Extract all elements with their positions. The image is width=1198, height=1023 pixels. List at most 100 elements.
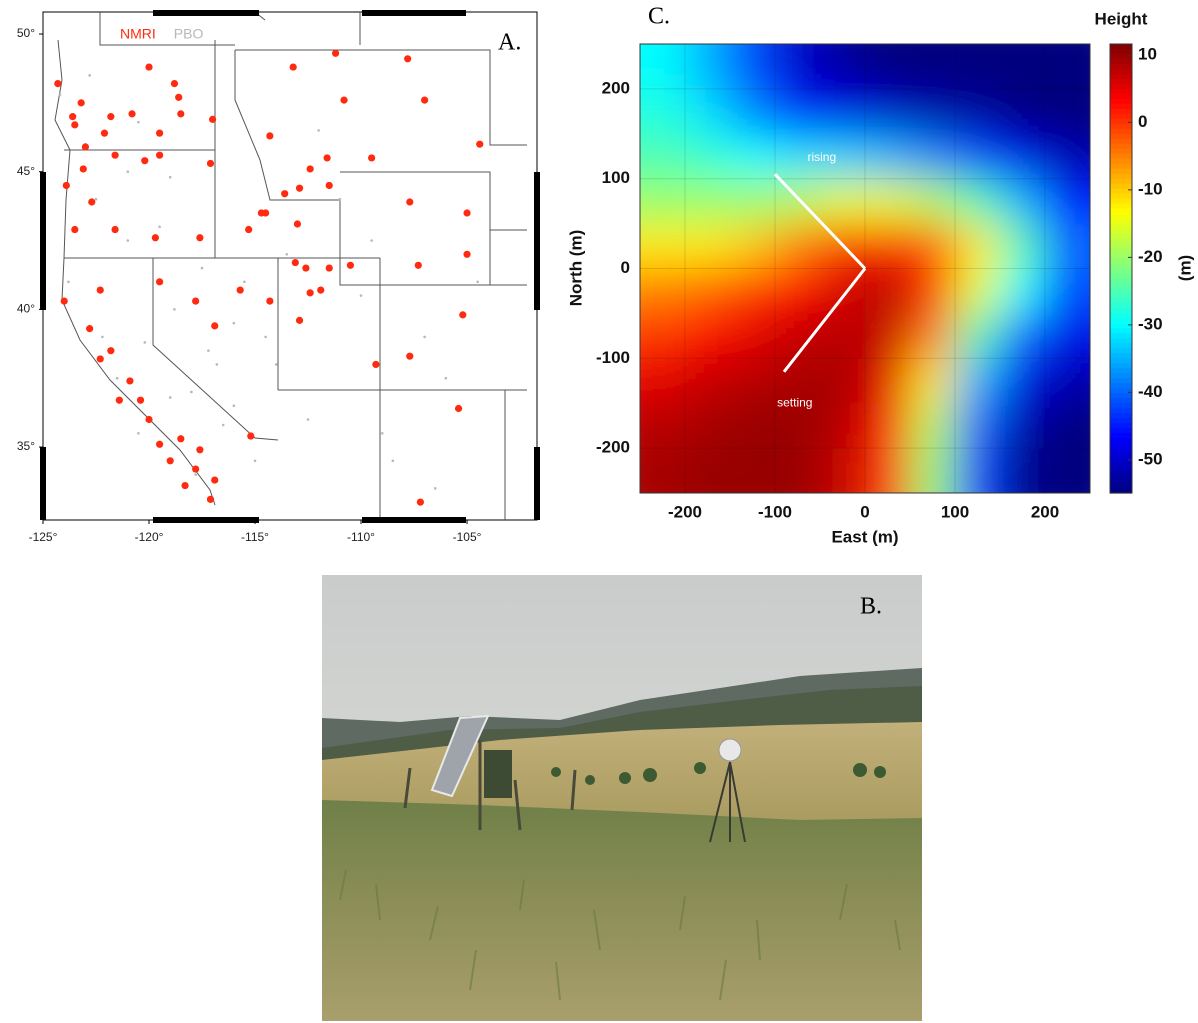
heat-cell [685, 269, 731, 315]
colorbar-step [1110, 288, 1132, 294]
photo: B. [322, 575, 922, 1021]
colorbar-step [1110, 269, 1132, 275]
station-nmri [71, 121, 78, 128]
station-nmri [326, 264, 333, 271]
station-pbo [137, 432, 140, 435]
station-nmri [97, 286, 104, 293]
colorbar-step [1110, 124, 1132, 130]
colorbar-step [1110, 378, 1132, 384]
colorbar-title: Height [1095, 9, 1148, 28]
station-nmri [463, 251, 470, 258]
station-nmri [71, 226, 78, 233]
station-nmri [97, 355, 104, 362]
x-tick-label: -125° [29, 530, 58, 544]
colorbar-tick-label: -20 [1138, 247, 1163, 266]
station-nmri [196, 234, 203, 241]
heat-cell [730, 403, 776, 449]
station-pbo [143, 341, 146, 344]
station-pbo [370, 239, 373, 242]
colorbar-step [1110, 179, 1132, 185]
station-nmri [86, 325, 93, 332]
station-nmri [296, 185, 303, 192]
station-pbo [243, 281, 246, 284]
colorbar-step [1110, 458, 1132, 464]
station-pbo [275, 363, 278, 366]
heat-cell [955, 224, 1001, 270]
colorbar-step [1110, 89, 1132, 95]
heat-cell [775, 403, 821, 449]
station-nmri [332, 50, 339, 57]
heat-cell [865, 179, 911, 225]
colorbar-step [1110, 119, 1132, 125]
x-tick-label: 0 [860, 502, 869, 521]
heat-cell [820, 89, 866, 135]
heat-cell [865, 358, 911, 404]
colorbar-step [1110, 74, 1132, 80]
heat-cell [685, 134, 731, 180]
station-nmri [347, 262, 354, 269]
heat-cell [685, 89, 731, 135]
map-panel: A. -125°-120°-115°-110°-105°50°45°40°35°… [17, 10, 540, 544]
colorbar-step [1110, 358, 1132, 364]
station-pbo [233, 322, 236, 325]
heat-cell [910, 313, 956, 359]
y-tick-label: -100 [596, 348, 630, 367]
station-pbo [216, 363, 219, 366]
heat-cell [685, 358, 731, 404]
station-pbo [381, 432, 384, 435]
heat-cell [775, 4, 821, 90]
station-nmri [417, 499, 424, 506]
station-pbo [222, 424, 225, 427]
station-pbo [201, 267, 204, 270]
colorbar-step [1110, 413, 1132, 419]
station-nmri [266, 132, 273, 139]
station-pbo [317, 129, 320, 132]
station-nmri [167, 457, 174, 464]
station-nmri [459, 311, 466, 318]
station-nmri [340, 97, 347, 104]
colorbar-step [1110, 134, 1132, 140]
heat-cell [730, 313, 776, 359]
heat-cell [730, 89, 776, 135]
station-nmri [406, 353, 413, 360]
colorbar-step [1110, 323, 1132, 329]
colorbar-step [1110, 393, 1132, 399]
colorbar-step [1110, 283, 1132, 289]
colorbar-step [1110, 438, 1132, 444]
colorbar-step [1110, 313, 1132, 319]
x-tick-label: 100 [941, 502, 969, 521]
station-pbo [59, 93, 62, 96]
heat-cell [955, 403, 1001, 449]
colorbar-step [1110, 204, 1132, 210]
colorbar-step [1110, 264, 1132, 270]
colorbar-step [1110, 99, 1132, 105]
station-pbo [169, 176, 172, 179]
station-nmri [294, 220, 301, 227]
colorbar-step [1110, 64, 1132, 70]
colorbar-step [1110, 383, 1132, 389]
colorbar-step [1110, 239, 1132, 245]
y-axis-label: North (m) [566, 230, 585, 306]
station-nmri [116, 397, 123, 404]
colorbar-step [1110, 298, 1132, 304]
y-tick-label: 200 [602, 78, 630, 97]
colorbar-step [1110, 463, 1132, 469]
heat-cell [1000, 89, 1046, 135]
heat-cell [775, 89, 821, 135]
heat-cell [820, 4, 866, 90]
colorbar-label: (m) [1175, 255, 1194, 281]
station-nmri [209, 116, 216, 123]
y-tick-label: 0 [621, 258, 630, 277]
y-tick-label: 45° [17, 164, 35, 178]
colorbar-step [1110, 448, 1132, 454]
colorbar-step [1110, 114, 1132, 120]
colorbar-step [1110, 109, 1132, 115]
heat-cell [865, 224, 911, 270]
station-pbo [434, 487, 437, 490]
colorbar-step [1110, 244, 1132, 250]
colorbar-step [1110, 353, 1132, 359]
colorbar-step [1110, 338, 1132, 344]
heat-cell [910, 403, 956, 449]
colorbar-step [1110, 368, 1132, 374]
colorbar-step [1110, 104, 1132, 110]
